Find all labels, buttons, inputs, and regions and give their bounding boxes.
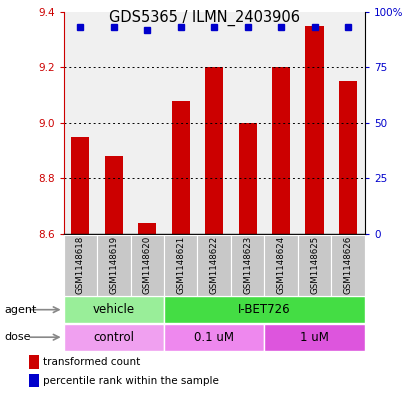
Bar (130, 235, 164, 296)
Bar (97, 235, 130, 296)
Bar (164, 296, 364, 323)
Bar (29, 374, 39, 387)
Bar (197, 235, 230, 296)
Text: I-BET726: I-BET726 (238, 303, 290, 316)
Bar (230, 235, 264, 296)
Text: transformed count: transformed count (43, 357, 140, 367)
Bar (104, 156, 123, 234)
Text: control: control (93, 331, 134, 344)
Bar (264, 324, 364, 351)
Bar (63, 296, 164, 323)
Text: 0.1 uM: 0.1 uM (194, 331, 234, 344)
Bar (63, 235, 97, 296)
Text: GSM1148620: GSM1148620 (142, 236, 151, 294)
Text: agent: agent (4, 305, 36, 315)
Text: vehicle: vehicle (92, 303, 135, 316)
Bar (238, 123, 256, 234)
Text: 1 uM: 1 uM (299, 331, 328, 344)
Bar (71, 137, 89, 234)
Text: GSM1148619: GSM1148619 (109, 236, 118, 294)
Bar (338, 81, 357, 234)
Bar (164, 324, 264, 351)
Bar (204, 67, 223, 234)
Bar (29, 355, 39, 369)
Bar (63, 324, 164, 351)
Text: GSM1148623: GSM1148623 (243, 236, 252, 294)
Bar (330, 235, 364, 296)
Bar (264, 235, 297, 296)
Bar (305, 26, 323, 234)
Bar (297, 235, 330, 296)
Text: GSM1148622: GSM1148622 (209, 236, 218, 294)
Bar (271, 67, 290, 234)
Text: GSM1148626: GSM1148626 (343, 236, 352, 294)
Bar (138, 223, 156, 234)
Bar (164, 235, 197, 296)
Text: GDS5365 / ILMN_2403906: GDS5365 / ILMN_2403906 (109, 10, 300, 26)
Text: GSM1148618: GSM1148618 (76, 236, 85, 294)
Text: GSM1148621: GSM1148621 (176, 236, 185, 294)
Bar (171, 101, 189, 234)
Text: percentile rank within the sample: percentile rank within the sample (43, 376, 218, 386)
Text: GSM1148624: GSM1148624 (276, 236, 285, 294)
Text: dose: dose (4, 332, 31, 342)
Text: GSM1148625: GSM1148625 (310, 236, 318, 294)
